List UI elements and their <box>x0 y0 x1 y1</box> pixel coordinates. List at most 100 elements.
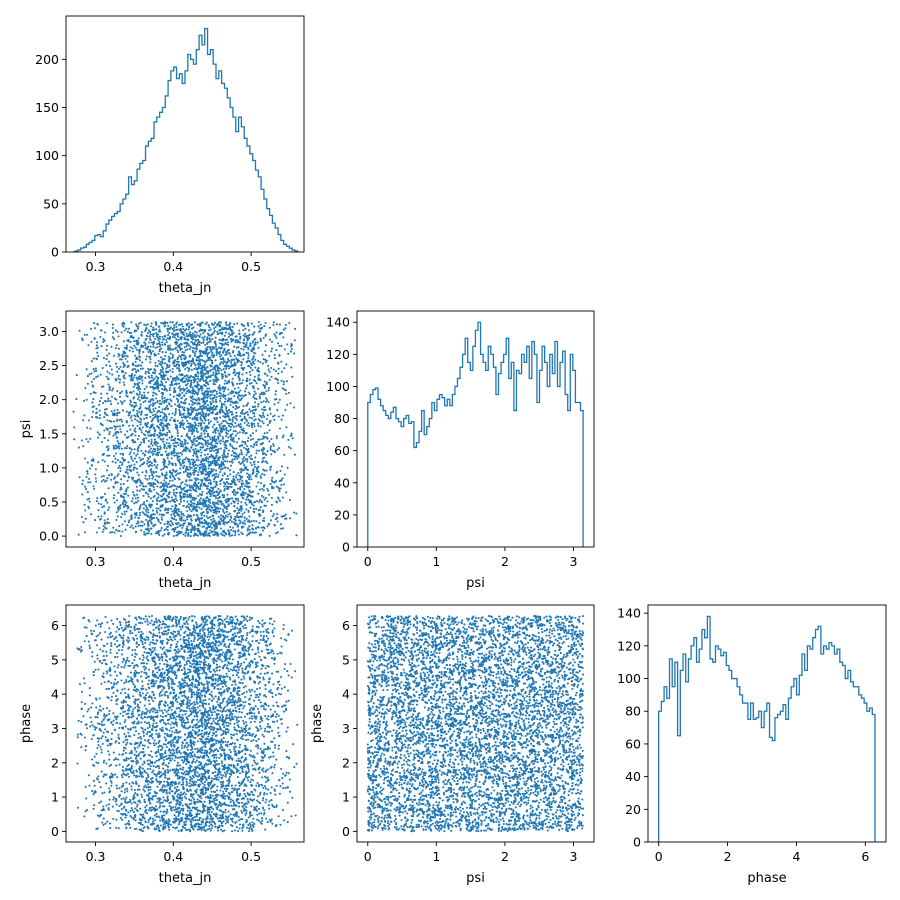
scatter-point <box>205 390 208 393</box>
scatter-point <box>123 459 126 463</box>
scatter-point <box>142 507 145 510</box>
scatter-point <box>295 534 298 537</box>
scatter-point <box>174 462 177 465</box>
scatter-point <box>145 471 148 474</box>
scatter-point <box>274 370 278 373</box>
scatter-point <box>251 361 254 364</box>
scatter-point <box>207 422 211 425</box>
scatter-point <box>190 479 193 482</box>
scatter-point <box>225 429 228 432</box>
scatter-point <box>144 422 147 425</box>
scatter-point <box>237 533 240 536</box>
scatter-point <box>193 392 196 395</box>
scatter-point <box>201 463 204 466</box>
scatter-point <box>156 364 159 368</box>
scatter-point <box>136 325 139 328</box>
scatter-point <box>199 333 202 336</box>
scatter-point <box>154 482 157 486</box>
scatter-point <box>234 392 237 395</box>
scatter-point <box>135 342 138 346</box>
scatter-point <box>192 502 195 505</box>
scatter-point <box>251 405 254 408</box>
scatter-point <box>194 423 197 426</box>
scatter-point <box>112 354 116 357</box>
scatter-point <box>186 366 189 369</box>
scatter-point <box>218 367 221 370</box>
scatter-point <box>85 398 88 401</box>
scatter-point <box>111 389 114 392</box>
scatter-point <box>240 494 243 497</box>
scatter-point <box>241 461 244 464</box>
scatter-point <box>214 522 218 525</box>
scatter-point <box>184 483 187 486</box>
scatter-point <box>216 532 219 535</box>
scatter-point <box>213 329 216 332</box>
scatter-point <box>152 399 155 402</box>
scatter-point <box>236 432 239 435</box>
scatter-point <box>132 441 135 444</box>
scatter-point <box>151 394 155 397</box>
scatter-point <box>129 401 132 404</box>
scatter-point <box>169 369 172 372</box>
scatter-point <box>266 374 269 377</box>
scatter-point <box>192 438 195 441</box>
scatter-point <box>233 369 236 372</box>
scatter-point <box>93 377 96 381</box>
scatter-point <box>220 394 223 397</box>
scatter-point <box>131 363 135 366</box>
scatter-point <box>177 339 180 342</box>
scatter-point <box>156 499 159 502</box>
scatter-point <box>133 340 136 343</box>
scatter-point <box>239 444 242 447</box>
scatter-point <box>210 333 213 336</box>
scatter-point <box>114 428 117 431</box>
scatter-point <box>245 351 248 354</box>
scatter-point <box>89 467 92 470</box>
scatter-point <box>204 435 207 438</box>
scatter-point <box>223 485 226 488</box>
scatter-point <box>220 500 223 503</box>
scatter-point <box>165 433 169 436</box>
scatter-point <box>229 428 232 431</box>
scatter-point <box>275 435 278 438</box>
scatter-point <box>175 518 178 522</box>
scatter-point <box>229 434 232 437</box>
scatter-point <box>164 381 167 384</box>
scatter-point <box>126 436 129 439</box>
scatter-point <box>263 447 266 450</box>
scatter-point <box>119 378 122 381</box>
scatter-point <box>168 403 171 406</box>
scatter-point <box>151 444 154 447</box>
scatter-point <box>174 441 177 444</box>
scatter-point <box>181 380 185 384</box>
scatter-point <box>249 475 252 478</box>
scatter-point <box>157 520 160 523</box>
scatter-point <box>184 449 188 453</box>
scatter-point <box>171 510 174 513</box>
scatter-point <box>219 416 222 419</box>
scatter-point <box>146 425 149 428</box>
scatter-point <box>144 358 148 361</box>
scatter-point <box>120 358 123 361</box>
scatter-point <box>148 482 151 485</box>
scatter-point <box>117 355 120 358</box>
scatter-point <box>163 358 166 361</box>
scatter-point <box>242 521 245 524</box>
scatter-point <box>188 428 191 431</box>
scatter-point <box>149 368 152 371</box>
scatter-point <box>187 325 190 328</box>
scatter-point <box>165 511 168 514</box>
scatter-point <box>136 339 139 342</box>
scatter-point <box>174 412 177 415</box>
scatter-point <box>195 497 198 500</box>
scatter-point <box>229 334 232 337</box>
scatter-point <box>189 429 192 432</box>
scatter-point <box>286 343 289 346</box>
scatter-point <box>197 503 200 506</box>
scatter-point <box>248 382 251 385</box>
scatter-point <box>175 469 178 472</box>
scatter-point <box>226 400 229 403</box>
scatter-point <box>282 328 285 331</box>
scatter-point <box>152 391 155 394</box>
scatter-point <box>163 466 166 469</box>
